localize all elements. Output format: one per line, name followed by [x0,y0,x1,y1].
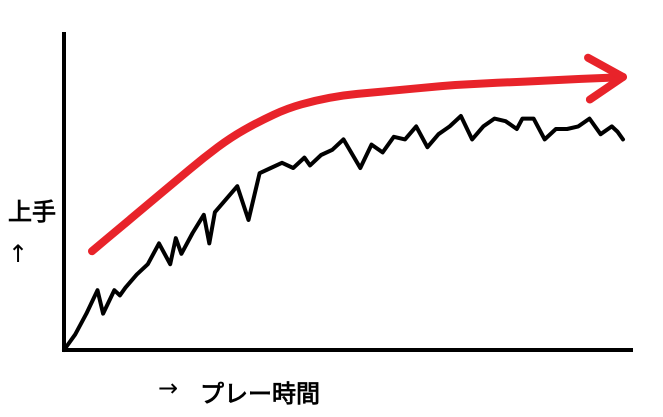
skill-line [62,114,625,352]
trend-arrowhead [584,53,627,104]
y-axis-arrow: ↑ [8,240,29,268]
series-layer [62,53,627,352]
x-axis-label: プレー時間 [200,380,320,408]
trend-arrow-line [88,73,627,256]
y-axis-label: 上手 [8,198,56,226]
x-axis-arrow: → [158,374,179,402]
